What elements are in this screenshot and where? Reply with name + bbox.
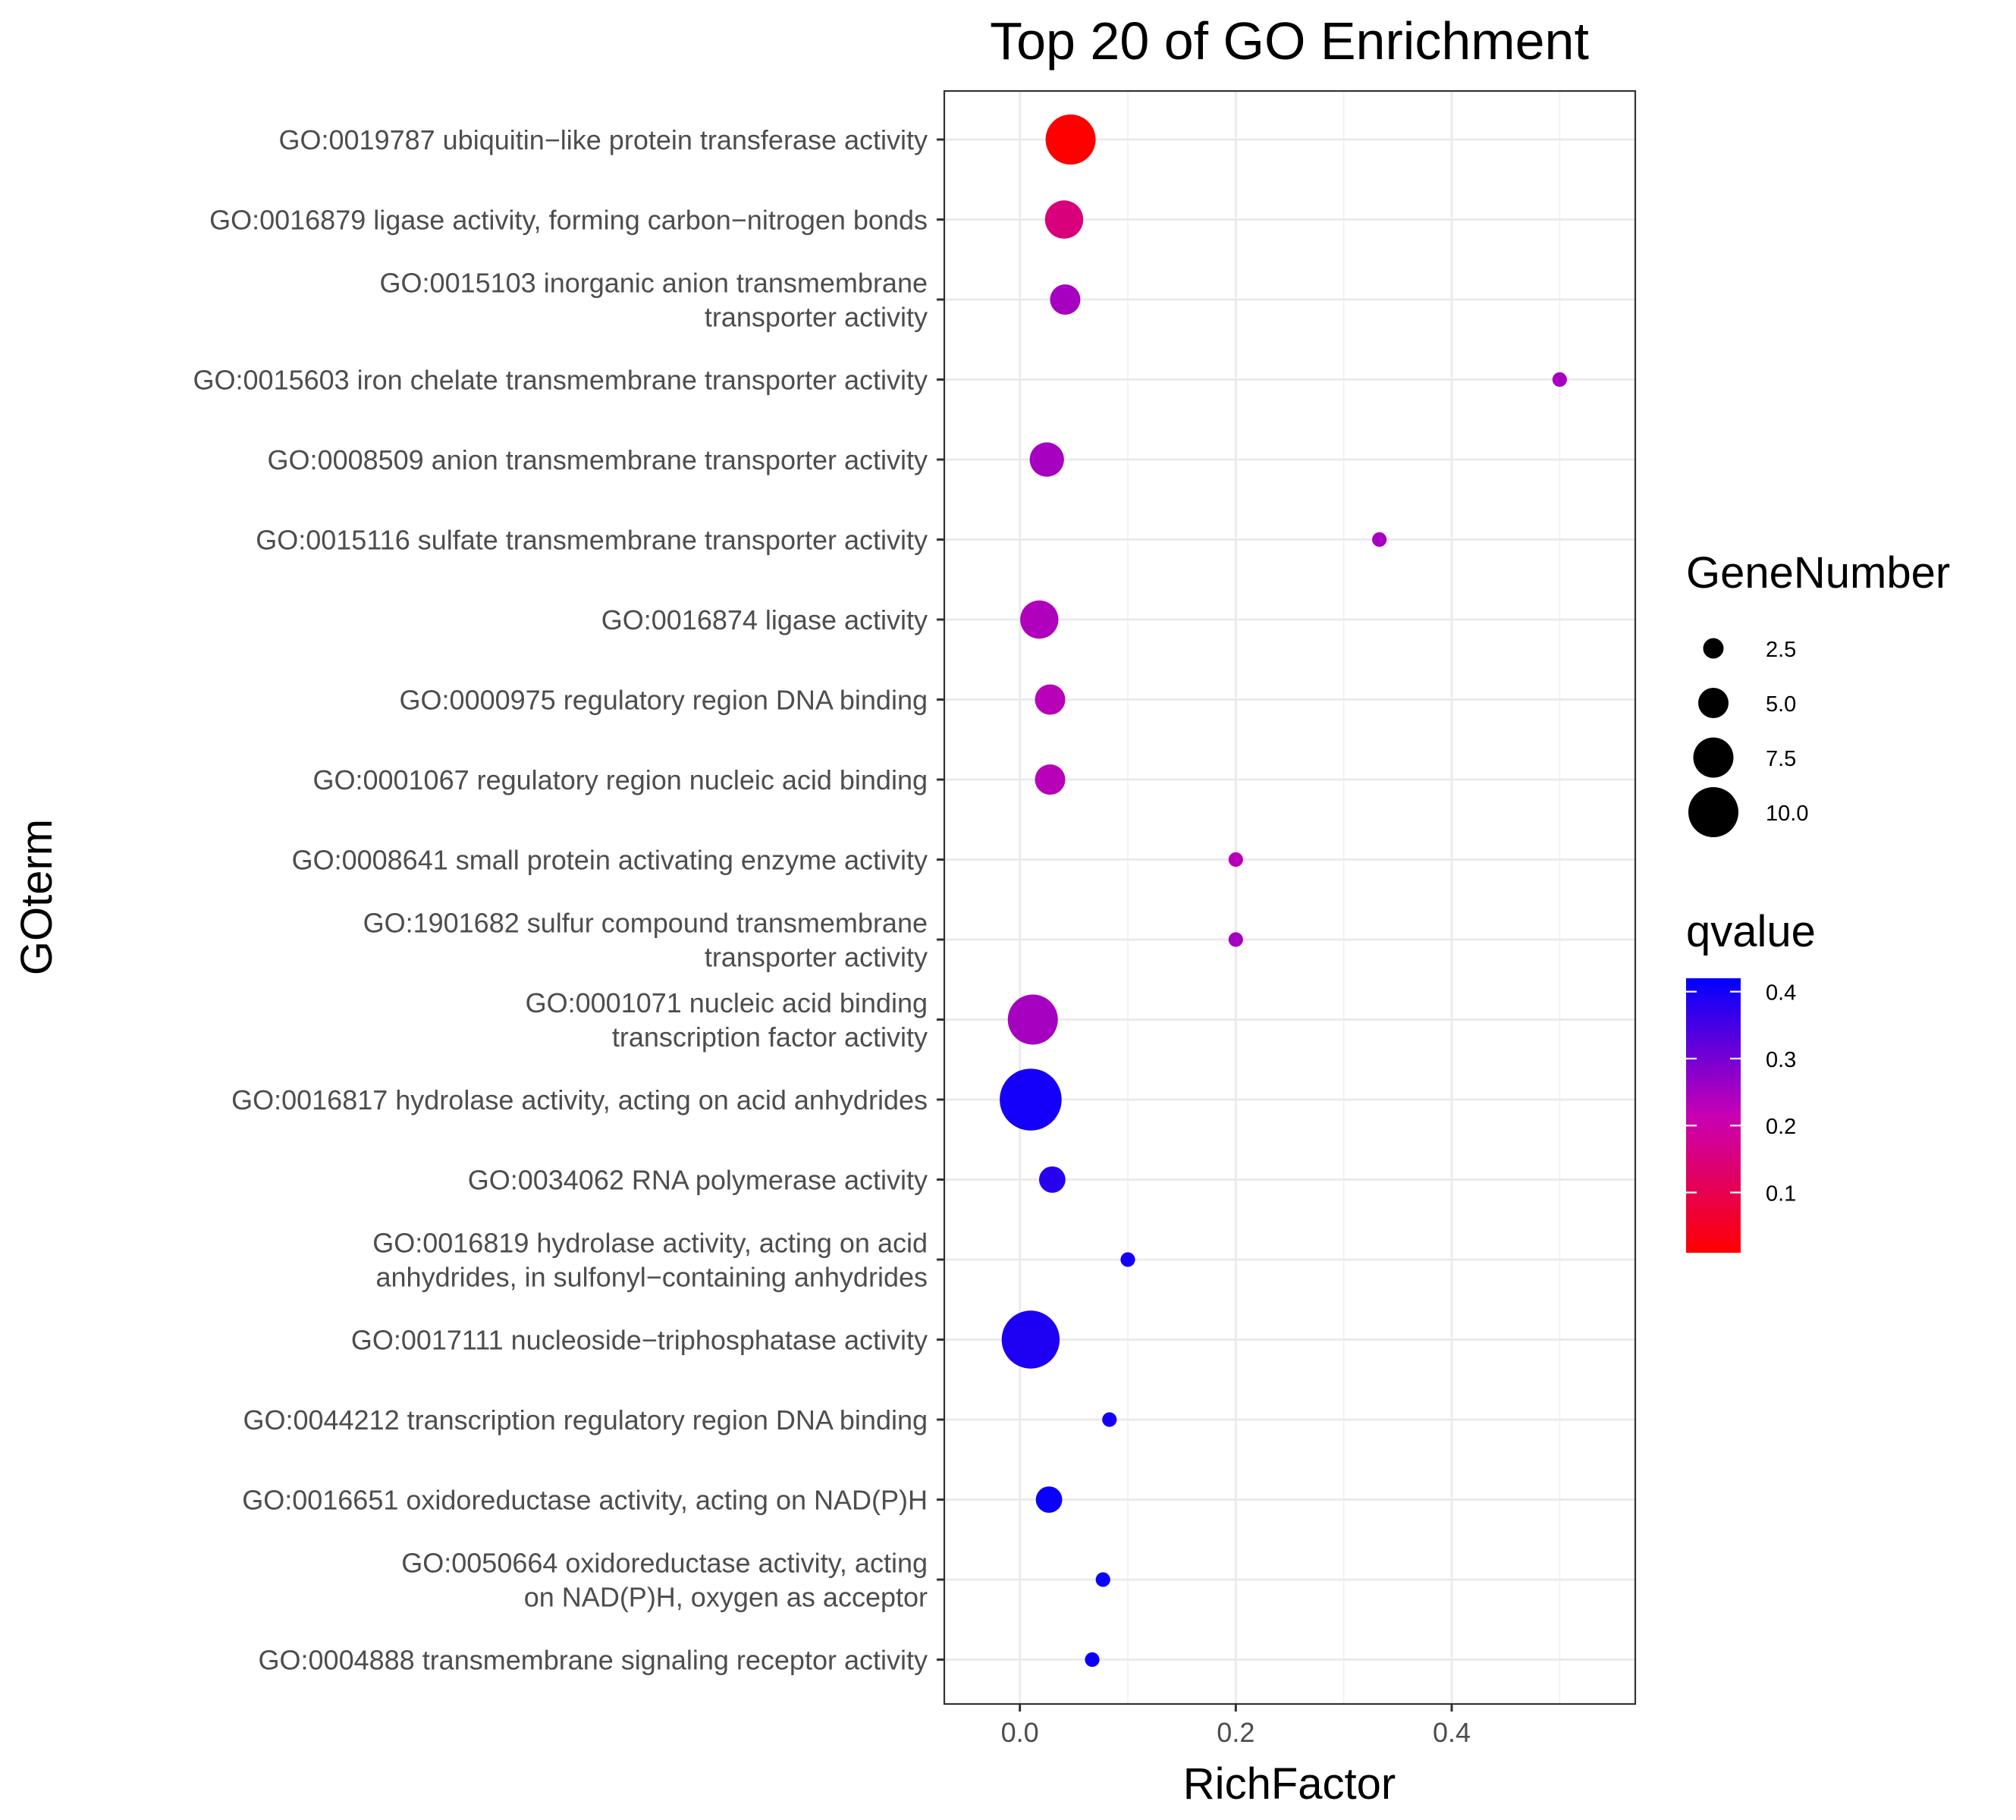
y-tick-label: transporter activity xyxy=(705,302,928,333)
y-tick-label: GO:0015603 iron chelate transmembrane tr… xyxy=(193,365,928,396)
data-point xyxy=(1020,600,1059,639)
y-tick-label: GO:0016879 ligase activity, forming carb… xyxy=(209,205,928,236)
size-legend-key xyxy=(1703,638,1724,659)
data-point xyxy=(1035,1486,1063,1513)
size-legend-key xyxy=(1688,787,1738,837)
colorbar-tick-label: 0.2 xyxy=(1766,1115,1796,1139)
size-legend-label: 10.0 xyxy=(1766,802,1808,826)
data-point xyxy=(1045,115,1096,165)
data-point xyxy=(1001,1310,1060,1369)
colorbar-tick-label: 0.4 xyxy=(1766,981,1796,1006)
y-tick-label: GO:0034062 RNA polymerase activity xyxy=(468,1165,928,1196)
data-point xyxy=(1000,1068,1062,1131)
data-point xyxy=(1552,372,1567,388)
y-tick-label: transporter activity xyxy=(705,942,928,973)
colorbar-tick-label: 0.1 xyxy=(1766,1182,1796,1207)
x-tick-label: 0.4 xyxy=(1433,1717,1471,1748)
qvalue-colorbar xyxy=(1686,978,1741,1253)
y-tick-label: GO:0008641 small protein activating enzy… xyxy=(292,845,928,876)
colorbar-tick-label: 0.3 xyxy=(1766,1048,1796,1072)
y-tick-label: GO:0016819 hydrolase activity, acting on… xyxy=(372,1228,928,1259)
data-point xyxy=(1120,1252,1135,1267)
y-axis: GO:0019787 ubiquitin−like protein transf… xyxy=(193,124,944,1676)
size-legend-key xyxy=(1698,688,1729,718)
y-tick-label: transcription factor activity xyxy=(612,1021,928,1053)
data-point xyxy=(1044,200,1084,239)
data-point xyxy=(1095,1572,1110,1587)
x-tick-label: 0.2 xyxy=(1217,1717,1255,1748)
x-axis: 0.0 0.2 0.4 xyxy=(1001,1704,1471,1748)
y-tick-label: on NAD(P)H, oxygen as acceptor xyxy=(524,1582,928,1613)
data-points xyxy=(1000,115,1567,1668)
color-legend-title: qvalue xyxy=(1686,907,1816,956)
y-tick-label: GO:0016651 oxidoreductase activity, acti… xyxy=(242,1485,928,1516)
data-point xyxy=(1372,532,1387,548)
y-tick-label: GO:0015103 inorganic anion transmembrane xyxy=(380,268,928,299)
y-tick-label: GO:0000975 regulatory region DNA binding xyxy=(400,685,928,716)
size-legend: GeneNumber 2.5 5.0 7.5 10.0 xyxy=(1686,548,1950,837)
x-axis-title: RichFactor xyxy=(1183,1759,1396,1809)
y-tick-label: GO:0017111 nucleoside−triphosphatase act… xyxy=(351,1325,928,1356)
y-tick-label: GO:0008509 anion transmembrane transport… xyxy=(268,444,928,475)
data-point xyxy=(1007,994,1058,1045)
y-tick-label: GO:0001067 regulatory region nucleic aci… xyxy=(312,764,928,795)
data-point xyxy=(1228,932,1243,947)
x-tick-label: 0.0 xyxy=(1001,1717,1039,1748)
y-tick-label: GO:0044212 transcription regulatory regi… xyxy=(243,1404,928,1436)
y-tick-label: GO:1901682 sulfur compound transmembrane xyxy=(363,908,928,939)
data-point xyxy=(1035,764,1066,795)
y-tick-label: GO:0016817 hydrolase activity, acting on… xyxy=(231,1084,928,1116)
y-tick-label: anhydrides, in sulfonyl−containing anhyd… xyxy=(376,1262,928,1293)
size-legend-label: 2.5 xyxy=(1766,638,1796,662)
data-point xyxy=(1029,442,1064,477)
plot-border xyxy=(943,89,1637,1705)
y-tick-label: GO:0019787 ubiquitin−like protein transf… xyxy=(279,124,928,155)
y-tick-label: GO:0015116 sulfate transmembrane transpo… xyxy=(256,525,928,556)
chart-title: Top 20 of GO Enrichment xyxy=(990,11,1589,71)
plot-panel xyxy=(944,91,1635,1704)
size-legend-key xyxy=(1693,737,1734,778)
y-tick-label: GO:0004888 transmembrane signaling recep… xyxy=(259,1645,928,1676)
size-legend-title: GeneNumber xyxy=(1686,548,1950,598)
y-tick-label: GO:0016874 ligase activity xyxy=(601,604,928,635)
data-point xyxy=(1035,684,1066,715)
y-tick-label: GO:0050664 oxidoreductase activity, acti… xyxy=(401,1548,928,1579)
data-point xyxy=(1228,852,1243,868)
color-legend: qvalue 0.1 0.2 0.3 0.4 xyxy=(1686,907,1816,1253)
data-point xyxy=(1038,1166,1066,1193)
size-legend-label: 7.5 xyxy=(1766,747,1796,771)
data-point xyxy=(1085,1652,1100,1668)
data-point xyxy=(1050,284,1081,315)
y-axis-title: GOterm xyxy=(12,819,61,975)
data-point xyxy=(1102,1412,1117,1427)
y-tick-label: GO:0001071 nucleic acid binding xyxy=(526,987,928,1018)
size-legend-label: 5.0 xyxy=(1766,692,1796,717)
